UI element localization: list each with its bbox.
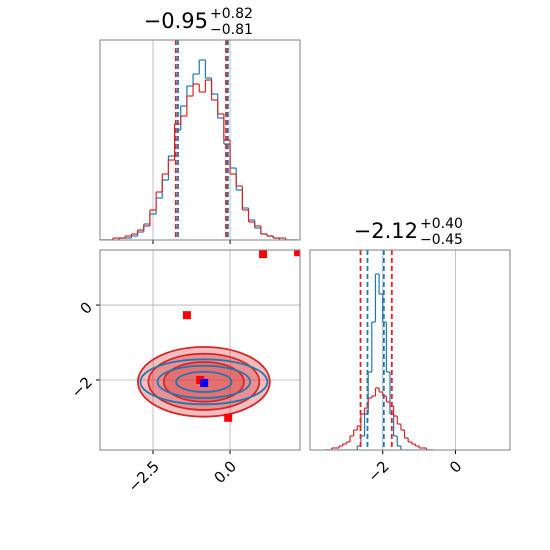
contour-level bbox=[139, 358, 269, 406]
plot-area bbox=[100, 40, 298, 240]
title-sup: +0.82 bbox=[210, 6, 253, 22]
panel: −0.95 +0.82−0.81 bbox=[99, 6, 301, 244]
y-tick-label: −2 bbox=[68, 373, 96, 401]
plot-area bbox=[324, 250, 434, 450]
panel-title: −0.95 bbox=[144, 9, 208, 33]
contour-level bbox=[175, 370, 233, 393]
plot-area bbox=[137, 250, 300, 422]
contour-level bbox=[156, 364, 251, 399]
panel: −2.5 0.0 0 −2 bbox=[68, 249, 301, 496]
marker bbox=[259, 250, 268, 259]
title-sub: −0.45 bbox=[420, 232, 463, 248]
marker bbox=[200, 378, 209, 387]
marker bbox=[182, 311, 191, 320]
y-tick-label: 0 bbox=[77, 298, 96, 317]
title-sub: −0.81 bbox=[210, 22, 253, 38]
title-sup: +0.40 bbox=[420, 216, 463, 232]
x-tick-label: −2.5 bbox=[125, 457, 163, 495]
x-tick-label: 0 bbox=[446, 457, 465, 476]
marker bbox=[224, 413, 233, 422]
x-tick-label: −2 bbox=[364, 457, 392, 485]
x-tick-label: 0.0 bbox=[210, 457, 240, 487]
panel-title: −2.12 bbox=[354, 219, 418, 243]
axes-frame bbox=[309, 249, 511, 451]
panel: −2 0 −2.12 +0.40−0.45 bbox=[309, 216, 511, 486]
marker bbox=[294, 250, 300, 257]
axes-frame bbox=[99, 249, 301, 451]
axes-frame bbox=[99, 39, 301, 241]
marker bbox=[196, 375, 205, 384]
